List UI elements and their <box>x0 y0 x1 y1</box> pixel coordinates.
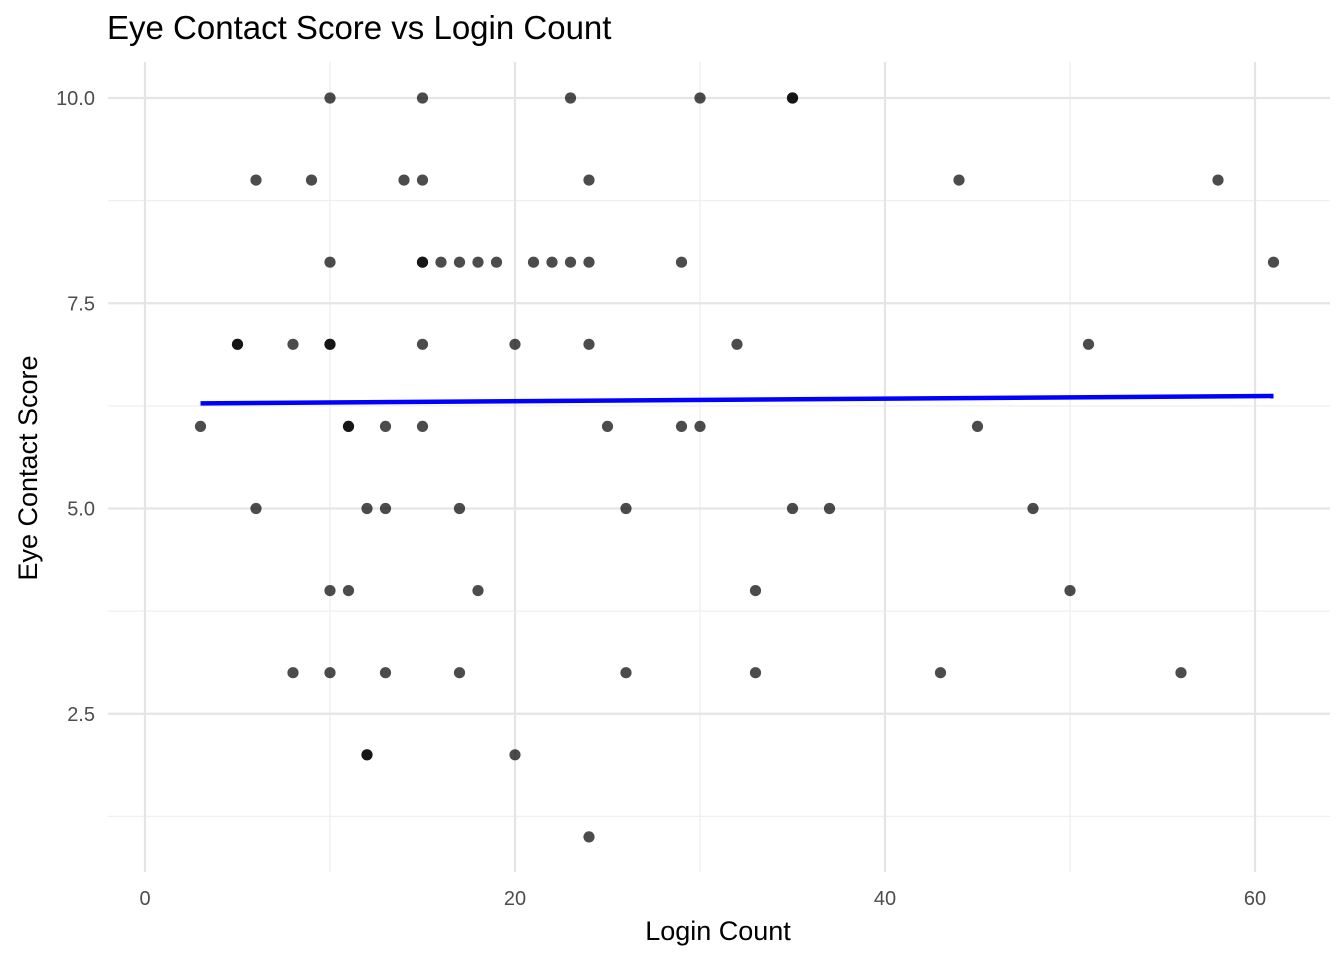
data-point <box>564 92 577 104</box>
data-point <box>287 338 299 350</box>
data-point <box>416 338 429 350</box>
data-point <box>564 256 577 268</box>
data-point <box>416 174 429 186</box>
data-point <box>1267 256 1280 268</box>
data-point <box>342 585 355 597</box>
data-point <box>583 174 595 186</box>
trend-line-group <box>200 393 1274 406</box>
data-point <box>453 502 466 515</box>
data-point <box>971 420 984 432</box>
y-axis-title: Eye Contact Score <box>13 355 43 580</box>
data-point <box>472 585 484 597</box>
data-point <box>620 502 632 515</box>
y-tick-label: 10.0 <box>56 88 95 110</box>
data-point <box>1175 667 1187 679</box>
data-point <box>694 420 706 432</box>
data-point <box>453 256 466 268</box>
data-point <box>490 256 503 268</box>
x-tick-label: 60 <box>1244 888 1266 910</box>
data-point <box>416 92 429 104</box>
x-axis-title: Login Count <box>645 916 791 946</box>
y-tick-label: 5.0 <box>67 499 95 521</box>
data-point <box>583 831 595 843</box>
data-point <box>453 667 466 679</box>
x-tick-label: 0 <box>139 888 150 910</box>
data-point <box>361 749 373 761</box>
y-axis-ticks: 2.5 5.0 7.5 10.0 <box>56 88 95 726</box>
data-point <box>601 420 614 432</box>
data-point <box>1064 585 1076 597</box>
data-point <box>749 585 762 597</box>
data-point <box>398 174 410 186</box>
data-point <box>786 92 799 104</box>
x-tick-label: 40 <box>874 888 896 910</box>
data-point <box>675 420 688 432</box>
data-point <box>324 256 336 268</box>
data-point <box>694 92 706 104</box>
grid <box>108 62 1330 872</box>
data-point <box>472 256 484 268</box>
data-point <box>305 174 318 186</box>
x-tick-label: 20 <box>504 888 526 910</box>
data-point <box>675 256 688 268</box>
data-point <box>416 420 429 432</box>
data-point <box>786 502 799 515</box>
data-point <box>583 338 595 350</box>
data-point <box>527 256 540 268</box>
data-point <box>620 667 632 679</box>
chart-title: Eye Contact Score vs Login Count <box>107 9 611 46</box>
data-point <box>509 749 521 761</box>
data-point <box>287 667 299 679</box>
data-point <box>823 502 836 515</box>
data-point <box>546 256 558 268</box>
data-points <box>194 92 1280 843</box>
data-point <box>379 502 392 515</box>
data-point <box>361 502 373 515</box>
y-tick-label: 7.5 <box>67 293 95 315</box>
data-point <box>416 256 429 268</box>
data-point <box>1082 338 1095 350</box>
data-point <box>731 338 743 350</box>
x-axis-ticks: 0 20 40 60 <box>139 888 1266 910</box>
data-point <box>324 338 336 350</box>
data-point <box>250 174 262 186</box>
data-point <box>749 667 762 679</box>
data-point <box>509 338 521 350</box>
data-point <box>379 667 392 679</box>
data-point <box>324 667 336 679</box>
data-point <box>324 92 336 104</box>
data-point <box>1027 502 1039 515</box>
data-point <box>435 256 447 268</box>
data-point <box>324 585 336 597</box>
data-point <box>934 667 947 679</box>
data-point <box>1212 174 1224 186</box>
data-point <box>194 420 207 432</box>
data-point <box>953 174 965 186</box>
data-point <box>231 338 244 350</box>
y-tick-label: 2.5 <box>67 704 95 726</box>
data-point <box>583 256 595 268</box>
data-point <box>342 420 355 432</box>
trend-line <box>200 393 1274 406</box>
data-point <box>250 502 262 515</box>
data-point <box>379 420 392 432</box>
